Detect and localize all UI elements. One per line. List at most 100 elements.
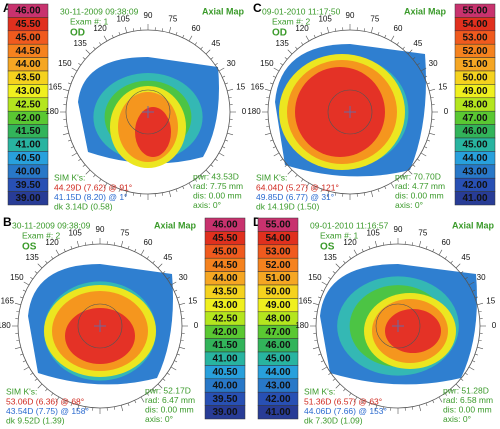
scale-label: 47.00 bbox=[462, 113, 487, 124]
ring-tick bbox=[273, 67, 280, 72]
ring-tick bbox=[363, 28, 366, 32]
eye: OD bbox=[272, 28, 287, 39]
ring-tick bbox=[205, 169, 211, 175]
scale-label: 43.50 bbox=[212, 287, 237, 298]
scale-label: 49.00 bbox=[462, 86, 487, 97]
ring-tick bbox=[312, 302, 319, 306]
ring-tick bbox=[468, 281, 475, 286]
stat: rad: 7.75 mm bbox=[193, 181, 243, 191]
ring-tick bbox=[166, 277, 170, 280]
exam: Exam #: 2 bbox=[22, 230, 61, 240]
ring-tick bbox=[377, 188, 380, 192]
stat: axis: 0° bbox=[145, 414, 173, 424]
ring-tick bbox=[228, 125, 232, 128]
ring-tick bbox=[174, 360, 178, 363]
ring-tick bbox=[103, 182, 108, 189]
ring-tick bbox=[176, 353, 180, 356]
ring-tick bbox=[93, 46, 96, 50]
ring-tick bbox=[474, 353, 478, 356]
ring-tick bbox=[214, 158, 218, 161]
scale-label: 41.00 bbox=[15, 140, 40, 151]
ring-tick bbox=[227, 132, 234, 136]
scale-label: 40.00 bbox=[212, 380, 237, 391]
ring-tick bbox=[353, 396, 358, 403]
ring-tick bbox=[68, 139, 72, 142]
ring-tick bbox=[429, 132, 436, 136]
angle-label: 105 bbox=[366, 228, 380, 237]
ring-tick bbox=[472, 289, 476, 292]
ring-tick bbox=[412, 57, 416, 60]
ring-tick bbox=[140, 396, 145, 403]
ring-tick bbox=[270, 139, 274, 142]
sim-k: 41.15D (8.20) @ 1° bbox=[54, 192, 127, 202]
scale-cell bbox=[204, 405, 246, 420]
ring-tick bbox=[82, 57, 86, 60]
ring-tick bbox=[424, 146, 428, 149]
stat: dis: 0.00 mm bbox=[145, 404, 194, 414]
ring-tick bbox=[161, 28, 164, 32]
ring-tick bbox=[314, 339, 318, 342]
scale-label: 42.00 bbox=[212, 327, 237, 338]
scale-label: 44.00 bbox=[212, 273, 237, 284]
stat: axis: 0° bbox=[193, 200, 221, 210]
scale-label: 54.00 bbox=[462, 19, 487, 30]
angle-label: 45 bbox=[163, 253, 172, 262]
ring-tick bbox=[429, 88, 436, 92]
ring-tick bbox=[418, 405, 422, 412]
ring-tick bbox=[314, 310, 318, 313]
ring-tick bbox=[99, 42, 102, 46]
ring-tick bbox=[124, 191, 128, 198]
map-title: Axial Map bbox=[452, 220, 495, 230]
ring-tick bbox=[200, 174, 203, 178]
scale-label: 41.00 bbox=[212, 354, 237, 365]
angle-label: 45 bbox=[461, 253, 470, 262]
sim-title: SIM K's: bbox=[6, 386, 37, 396]
angle-label: 165 bbox=[299, 296, 313, 305]
angle-label: 0 bbox=[242, 107, 247, 116]
scale-label: 51.00 bbox=[462, 59, 487, 70]
ring-tick bbox=[416, 63, 420, 66]
ring-tick bbox=[284, 164, 288, 167]
ring-tick bbox=[68, 82, 72, 85]
angle-label: 180 bbox=[295, 321, 309, 330]
angle-label: 165 bbox=[1, 296, 15, 305]
angle-label: 150 bbox=[58, 59, 72, 68]
scale-label: 39.00 bbox=[15, 193, 40, 204]
ring-tick bbox=[16, 339, 20, 342]
ring-tick bbox=[450, 260, 453, 264]
scale-label: 44.50 bbox=[212, 260, 237, 271]
ring-tick bbox=[320, 289, 324, 292]
scale-label: 44.00 bbox=[15, 59, 40, 70]
ring-tick bbox=[390, 35, 395, 42]
stat: pwr: 51.28D bbox=[443, 385, 489, 395]
ring-tick bbox=[390, 182, 395, 189]
ring-tick bbox=[70, 246, 73, 250]
scale-label: 45.00 bbox=[265, 354, 290, 365]
scale-label: 53.00 bbox=[265, 246, 290, 257]
sim-title: SIM K's: bbox=[256, 172, 287, 182]
stat: dis: 0.00 mm bbox=[395, 190, 444, 200]
inner-ring bbox=[77, 303, 123, 349]
ring-tick bbox=[16, 310, 20, 313]
ring-tick bbox=[45, 388, 48, 392]
scale-label: 51.00 bbox=[265, 273, 290, 284]
ring-tick bbox=[420, 67, 427, 72]
ring-tick bbox=[30, 372, 34, 375]
angle-label: 75 bbox=[168, 14, 177, 23]
ring-tick bbox=[55, 249, 60, 256]
ring-tick bbox=[20, 353, 24, 356]
ring-tick bbox=[174, 289, 178, 292]
scale-label: 42.00 bbox=[462, 180, 487, 191]
ring-tick bbox=[227, 88, 234, 92]
ring-tick bbox=[55, 396, 60, 403]
ring-tick bbox=[78, 158, 82, 161]
ring-tick bbox=[140, 249, 145, 256]
sim-k: 44.29D (7.62) @ 91° bbox=[54, 182, 132, 192]
sim-title: SIM K's: bbox=[304, 386, 335, 396]
ring-tick bbox=[175, 188, 178, 192]
ring-tick bbox=[182, 34, 185, 38]
ring-tick bbox=[176, 296, 180, 299]
eye: OS bbox=[320, 242, 335, 253]
ring-tick bbox=[103, 35, 108, 42]
angle-label: 60 bbox=[192, 24, 201, 33]
